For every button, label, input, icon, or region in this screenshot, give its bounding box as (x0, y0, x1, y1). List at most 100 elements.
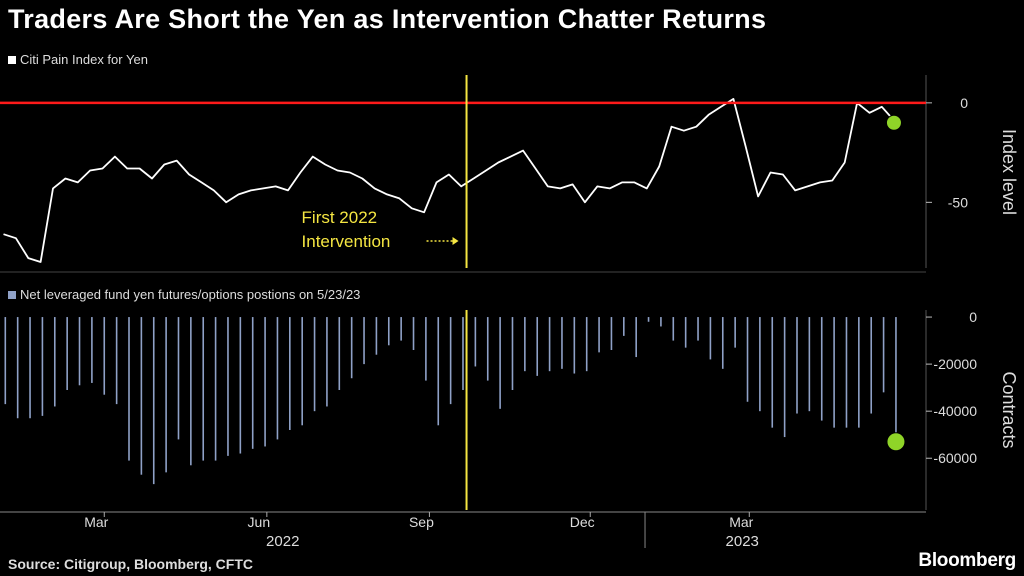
bar (895, 317, 897, 442)
bar (511, 317, 514, 390)
top-y-axis-title: Index level (999, 129, 1019, 215)
bar (190, 317, 192, 466)
bar (585, 317, 588, 372)
bottom-legend: Net leveraged fund yen futures/options p… (8, 287, 360, 302)
bottom-y-tick-label: -60000 (933, 450, 977, 466)
bar (375, 317, 378, 355)
top-y-tick-label: -50 (948, 194, 968, 210)
bottom-y-tick-label: -40000 (933, 403, 977, 419)
intervention-arrow-head (452, 237, 459, 245)
top-legend-label: Citi Pain Index for Yen (20, 52, 148, 67)
brand-logo: Bloomberg (918, 550, 1016, 571)
bar (660, 317, 662, 327)
bar (326, 317, 328, 407)
intervention-label-line2: Intervention (302, 232, 391, 251)
bar (140, 317, 143, 475)
x-tick-label: Sep (409, 514, 434, 530)
bar (437, 317, 440, 426)
bar (524, 317, 526, 372)
bar (573, 317, 576, 374)
bar (202, 317, 205, 461)
bar (499, 317, 501, 409)
bar (623, 317, 625, 336)
latest-index-marker (885, 114, 902, 131)
bar (289, 317, 291, 430)
bar (647, 317, 650, 322)
bar (635, 317, 637, 358)
bar (449, 317, 452, 405)
bottom-y-tick-label: -20000 (933, 356, 977, 372)
bar (165, 317, 167, 473)
bar (412, 317, 415, 350)
bar (783, 317, 786, 438)
year-label: 2022 (266, 533, 299, 550)
chart-title: Traders Are Short the Yen as Interventio… (8, 4, 767, 34)
bar (387, 317, 390, 346)
bar (350, 317, 353, 379)
bar (214, 317, 217, 461)
bar (425, 317, 427, 381)
bar (152, 317, 155, 485)
bar (820, 317, 823, 421)
pain-index-line (3, 98, 897, 263)
bar (796, 317, 798, 414)
top-y-tick-label: 0 (960, 95, 968, 111)
bar (400, 317, 402, 341)
x-tick-label: Mar (729, 514, 753, 530)
bar (746, 317, 749, 402)
bar (548, 317, 551, 372)
year-label: 2023 (726, 533, 759, 550)
bottom-y-axis-title: Contracts (999, 371, 1019, 448)
bar (474, 317, 477, 367)
bar (845, 317, 848, 428)
bar (103, 317, 106, 395)
bar (684, 317, 687, 348)
bar (734, 317, 736, 348)
bar (91, 317, 93, 383)
bar (536, 317, 539, 376)
bar (239, 317, 242, 454)
bottom-legend-label: Net leveraged fund yen futures/options p… (20, 287, 361, 302)
bar (363, 317, 365, 365)
bar (697, 317, 699, 341)
bar (301, 317, 303, 426)
bar (313, 317, 316, 412)
bar (561, 317, 563, 369)
bar (870, 317, 873, 414)
bar (16, 317, 19, 419)
latest-position-marker (886, 432, 906, 452)
bar (78, 317, 81, 386)
bottom-y-tick-label: 0 (969, 309, 977, 325)
bar (672, 317, 675, 341)
bar (251, 317, 254, 449)
bar (53, 317, 56, 407)
bar (4, 317, 7, 405)
bar (598, 317, 600, 353)
x-tick-label: Dec (570, 514, 595, 530)
intervention-label-line1: First 2022 (302, 208, 378, 227)
bar (227, 317, 229, 456)
bar (808, 317, 811, 412)
bar (115, 317, 118, 405)
bar (709, 317, 712, 360)
bar (771, 317, 774, 428)
source-note: Source: Citigroup, Bloomberg, CFTC (8, 556, 253, 572)
bar (486, 317, 489, 381)
bottom-legend-swatch (8, 291, 16, 299)
bar (264, 317, 266, 447)
bar (276, 317, 279, 440)
bar (882, 317, 885, 393)
bar (66, 317, 68, 390)
x-tick-label: Jun (248, 514, 271, 530)
bar (721, 317, 724, 369)
top-legend-swatch (8, 56, 16, 64)
bar (177, 317, 180, 440)
bar (610, 317, 613, 350)
bar (858, 317, 860, 428)
bar (41, 317, 44, 416)
bar (128, 317, 130, 461)
bar (29, 317, 31, 419)
bar (759, 317, 761, 412)
bar (833, 317, 835, 428)
